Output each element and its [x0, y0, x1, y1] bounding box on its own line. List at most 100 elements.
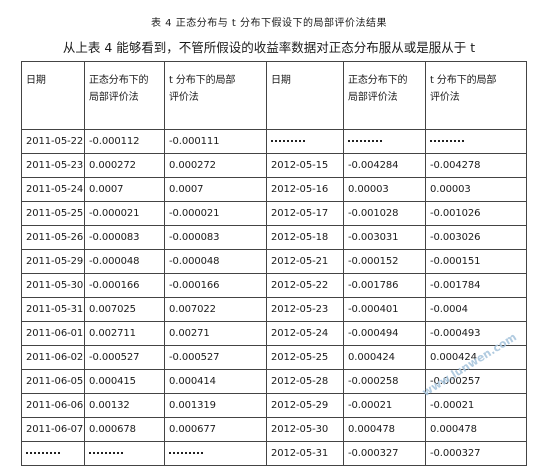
table-cell: 0.00003 [426, 178, 527, 202]
table-cell: -0.000048 [85, 250, 165, 274]
table-row: 2011-05-31 0.007025 0.007022 2012-05-23 -0.0… [22, 298, 527, 322]
table-cell: -0.000111 [165, 130, 267, 154]
table-row: 2011-05-24 0.0007 0.0007 2012-05-16 0.00003 0… [22, 178, 527, 202]
table-cell: -0.001026 [426, 202, 527, 226]
table-cell: -0.000527 [165, 346, 267, 370]
table-cell: -0.000083 [165, 226, 267, 250]
table-cell: -0.003026 [426, 226, 527, 250]
table-cell: -0.000258 [344, 370, 426, 394]
table-cell: 0.00271 [165, 322, 267, 346]
table-cell: 2011-06-07 [22, 418, 85, 442]
table-cell: -0.000527 [85, 346, 165, 370]
table-cell: -0.001028 [344, 202, 426, 226]
table-row: 2011-05-22 -0.000112 -0.000111 [22, 130, 527, 154]
table-row: 2011-06-07 0.000678 0.000677 2012-05-30 0.00… [22, 418, 527, 442]
table-cell: -0.004284 [344, 154, 426, 178]
ellipsis-mark [26, 448, 60, 454]
header-line: t 分布下的局部 [430, 72, 526, 89]
header-cell: 正态分布下的 局部评价法 [344, 62, 426, 130]
table-cell: 0.000677 [165, 418, 267, 442]
table-cell: -0.000151 [426, 250, 527, 274]
table-header-row: 日期 正态分布下的 局部评价法 t 分布下的局部 评价法 日期 正态分布下的 局部评价法 t 分… [22, 62, 527, 130]
table-cell: 2011-05-23 [22, 154, 85, 178]
table-cell: 0.001319 [165, 394, 267, 418]
table-cell: 2011-06-01 [22, 322, 85, 346]
table-row: 2011-05-29 -0.000048 -0.000048 2012-05-21 -0… [22, 250, 527, 274]
header-cell: t 分布下的局部 评价法 [165, 62, 267, 130]
table-cell: 2011-05-22 [22, 130, 85, 154]
table-cell: 0.007025 [85, 298, 165, 322]
table-cell: 0.00003 [344, 178, 426, 202]
table-cell: -0.000021 [85, 202, 165, 226]
table-cell: -0.000166 [85, 274, 165, 298]
table-cell: 2012-05-17 [267, 202, 344, 226]
header-line: 日期 [271, 72, 343, 89]
ellipsis-mark [271, 136, 305, 142]
table-cell: 0.000678 [85, 418, 165, 442]
table-cell: -0.001784 [426, 274, 527, 298]
header-line: t 分布下的局部 [169, 72, 266, 89]
table-cell: -0.000083 [85, 226, 165, 250]
table-cell [426, 130, 527, 154]
table-row: 2011-05-30 -0.000166 -0.000166 2012-05-22 -0… [22, 274, 527, 298]
table-cell: 2012-05-24 [267, 322, 344, 346]
table-cell: -0.00021 [426, 394, 527, 418]
table-row: 2011-05-26 -0.000083 -0.000083 2012-05-18 -0… [22, 226, 527, 250]
table-cell: 2011-05-24 [22, 178, 85, 202]
table-cell: 2012-05-21 [267, 250, 344, 274]
table-cell: 2011-06-06 [22, 394, 85, 418]
ellipsis-mark [89, 448, 123, 454]
table-cell: -0.000152 [344, 250, 426, 274]
table-cell [344, 130, 426, 154]
table-cell: 0.000424 [344, 346, 426, 370]
intro-text: 从上表 4 能够看到，不管所假设的收益率数据对正态分布服从或是服从于 t [0, 37, 538, 56]
table-caption: 表 4 正态分布与 t 分布下假设下的局部评价法结果 [0, 14, 538, 29]
table-cell: 2012-05-29 [267, 394, 344, 418]
table-cell: 2011-06-02 [22, 346, 85, 370]
table-cell: 0.0007 [85, 178, 165, 202]
table-cell: 2012-05-25 [267, 346, 344, 370]
table-cell: -0.000021 [165, 202, 267, 226]
table-cell: 0.00132 [85, 394, 165, 418]
header-line: 日期 [26, 72, 84, 89]
table-cell: 0.000415 [85, 370, 165, 394]
table-row: 2011-05-23 0.000272 0.000272 2012-05-15 -0.0… [22, 154, 527, 178]
table-cell: 2011-05-25 [22, 202, 85, 226]
table-cell: -0.000112 [85, 130, 165, 154]
table-cell: -0.003031 [344, 226, 426, 250]
header-line: 正态分布下的 [348, 72, 425, 89]
table-row: 2011-06-01 0.002711 0.00271 2012-05-24 -0.00… [22, 322, 527, 346]
ellipsis-mark [430, 136, 464, 142]
table-cell: 2012-05-22 [267, 274, 344, 298]
header-cell: 正态分布下的 局部评价法 [85, 62, 165, 130]
table-cell: 2012-05-28 [267, 370, 344, 394]
table-cell: 2011-05-31 [22, 298, 85, 322]
ellipsis-mark [348, 136, 382, 142]
table-cell: 0.000272 [165, 154, 267, 178]
ellipsis-mark [169, 448, 203, 454]
table-cell: -0.0004 [426, 298, 527, 322]
table-cell: 2011-05-29 [22, 250, 85, 274]
table-cell: 0.002711 [85, 322, 165, 346]
table-cell: 2011-06-05 [22, 370, 85, 394]
header-line: 局部评价法 [348, 89, 425, 106]
table-cell: -0.000494 [344, 322, 426, 346]
table-cell: 2012-05-30 [267, 418, 344, 442]
table-cell: 0.000478 [344, 418, 426, 442]
table-cell: 0.0007 [165, 178, 267, 202]
table-cell: 0.000478 [426, 418, 527, 442]
table-cell: 0.000414 [165, 370, 267, 394]
table-cell: 2012-05-16 [267, 178, 344, 202]
table-cell: -0.000048 [165, 250, 267, 274]
header-cell: t 分布下的局部 评价法 [426, 62, 527, 130]
table-cell: 0.000272 [85, 154, 165, 178]
table-cell: 0.007022 [165, 298, 267, 322]
table-cell: 2011-05-26 [22, 226, 85, 250]
header-cell: 日期 [267, 62, 344, 130]
table-row: 2011-05-25 -0.000021 -0.000021 2012-05-17 -0… [22, 202, 527, 226]
table-cell: 2012-05-15 [267, 154, 344, 178]
results-table: 日期 正态分布下的 局部评价法 t 分布下的局部 评价法 日期 正态分布下的 局部评价法 t 分… [21, 61, 527, 466]
header-line: 评价法 [430, 89, 526, 106]
table-cell: -0.004278 [426, 154, 527, 178]
table-cell: -0.000166 [165, 274, 267, 298]
